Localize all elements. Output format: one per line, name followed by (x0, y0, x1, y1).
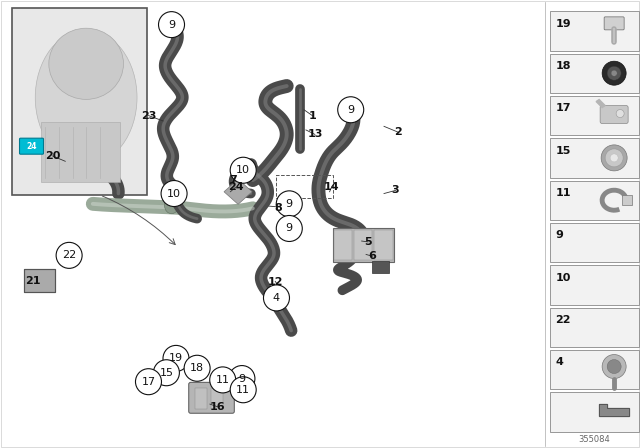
Text: 18: 18 (556, 61, 571, 71)
Circle shape (602, 354, 626, 379)
FancyBboxPatch shape (600, 106, 628, 124)
Circle shape (136, 369, 161, 395)
Circle shape (276, 215, 302, 241)
Polygon shape (596, 99, 605, 108)
Text: 10: 10 (236, 165, 250, 175)
Bar (195, 388, 207, 409)
Text: 2: 2 (394, 127, 402, 137)
Bar (622, 195, 632, 205)
Bar (24, 269, 55, 292)
Circle shape (276, 191, 302, 217)
Circle shape (616, 110, 624, 117)
Ellipse shape (164, 197, 179, 214)
Text: 22: 22 (556, 315, 571, 325)
Text: 4: 4 (273, 293, 280, 303)
Text: 12: 12 (268, 277, 283, 287)
Bar (211, 388, 223, 409)
Text: 11: 11 (556, 188, 571, 198)
Text: 14: 14 (324, 182, 339, 192)
Bar (550, 181, 639, 220)
Ellipse shape (35, 30, 137, 165)
Bar (550, 96, 639, 135)
Text: 13: 13 (307, 129, 323, 139)
FancyBboxPatch shape (19, 138, 44, 154)
Circle shape (163, 345, 189, 371)
Circle shape (161, 181, 187, 207)
Text: 22: 22 (62, 250, 76, 260)
Bar (374, 230, 392, 260)
Text: 4: 4 (556, 358, 563, 367)
Bar (333, 228, 394, 262)
Text: 7: 7 (230, 175, 237, 185)
Bar (12, 8, 147, 195)
Text: 15: 15 (159, 368, 173, 378)
Text: 11: 11 (236, 385, 250, 395)
Text: 17: 17 (556, 103, 571, 113)
Text: 20: 20 (45, 151, 60, 161)
Bar (550, 223, 639, 262)
Bar (550, 11, 639, 51)
Circle shape (210, 367, 236, 393)
Circle shape (184, 355, 210, 381)
Text: 19: 19 (169, 353, 183, 363)
Text: 18: 18 (190, 363, 204, 373)
Circle shape (159, 12, 184, 38)
Circle shape (56, 242, 82, 268)
Bar (372, 261, 389, 273)
Text: 10: 10 (556, 273, 571, 283)
Circle shape (230, 377, 256, 403)
Circle shape (338, 97, 364, 123)
Bar (550, 138, 639, 177)
FancyBboxPatch shape (189, 383, 234, 413)
FancyBboxPatch shape (604, 17, 624, 30)
Circle shape (229, 366, 255, 392)
Text: 9: 9 (285, 199, 293, 209)
Text: 21: 21 (26, 276, 41, 286)
Text: 23: 23 (141, 111, 156, 121)
Bar (354, 230, 372, 260)
Circle shape (154, 360, 179, 386)
Text: 19: 19 (556, 19, 571, 29)
Text: 3: 3 (392, 185, 399, 195)
Circle shape (602, 61, 626, 85)
Text: 8: 8 (275, 203, 282, 213)
Polygon shape (224, 179, 252, 204)
Circle shape (264, 285, 289, 311)
Text: 10: 10 (167, 189, 181, 198)
Circle shape (611, 70, 617, 76)
Bar (550, 265, 639, 305)
Text: 355084: 355084 (578, 435, 610, 444)
Bar (334, 230, 352, 260)
Text: 24: 24 (26, 142, 36, 151)
Bar (550, 307, 639, 347)
Text: 9: 9 (238, 374, 246, 383)
Circle shape (610, 154, 618, 162)
Text: 11: 11 (216, 375, 230, 385)
Text: 17: 17 (141, 377, 156, 387)
Text: 9: 9 (556, 230, 563, 241)
Bar (550, 392, 639, 431)
Text: 5: 5 (364, 237, 372, 247)
Polygon shape (599, 404, 629, 416)
Text: 16: 16 (210, 402, 225, 412)
Text: 9: 9 (168, 20, 175, 30)
Bar (550, 53, 639, 93)
Text: 1: 1 (308, 111, 316, 121)
Circle shape (607, 360, 621, 374)
Text: 24: 24 (228, 182, 243, 192)
Text: 9: 9 (347, 105, 355, 115)
Circle shape (230, 157, 256, 183)
Circle shape (607, 66, 621, 80)
Bar (276, 175, 333, 198)
Text: 6: 6 (369, 251, 376, 261)
Circle shape (601, 145, 627, 171)
Bar (550, 350, 639, 389)
Ellipse shape (49, 28, 124, 99)
Text: 9: 9 (285, 224, 293, 233)
Bar (42, 122, 120, 182)
Circle shape (605, 149, 623, 167)
Bar (24, 269, 55, 292)
Text: 15: 15 (556, 146, 571, 156)
